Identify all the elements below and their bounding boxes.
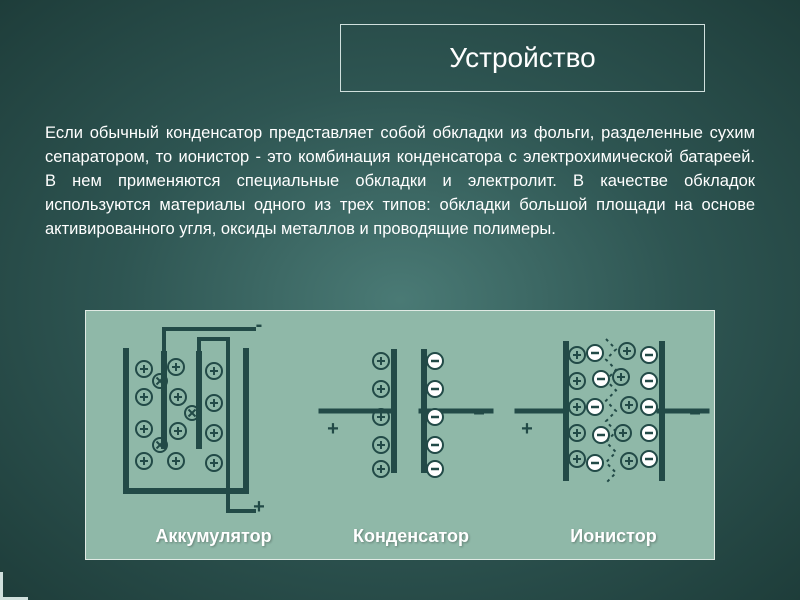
accumulator-svg: -+ <box>86 311 311 531</box>
title-text: Устройство <box>449 42 595 74</box>
capacitor-svg: +– <box>311 311 511 531</box>
diagram-ionistor: +– Ионистор <box>511 311 716 561</box>
svg-text:–: – <box>689 402 700 424</box>
corner-accent <box>0 572 28 600</box>
label-ionistor: Ионистор <box>511 526 716 547</box>
diagram-box: -+ Аккумулятор +– Конденсатор +– Ионисто… <box>85 310 715 560</box>
svg-text:+: + <box>327 418 339 440</box>
ionistor-svg: +– <box>511 311 716 531</box>
body-text: Если обычный конденсатор представляет со… <box>45 122 755 242</box>
svg-text:+: + <box>253 496 265 518</box>
label-accumulator: Аккумулятор <box>106 526 321 547</box>
svg-text:+: + <box>521 418 533 440</box>
svg-text:-: - <box>256 314 263 336</box>
svg-text:–: – <box>473 402 484 424</box>
diagram-capacitor: +– Конденсатор <box>311 311 511 561</box>
diagram-accumulator: -+ Аккумулятор <box>86 311 311 561</box>
label-capacitor: Конденсатор <box>311 526 511 547</box>
title-box: Устройство <box>340 24 705 92</box>
